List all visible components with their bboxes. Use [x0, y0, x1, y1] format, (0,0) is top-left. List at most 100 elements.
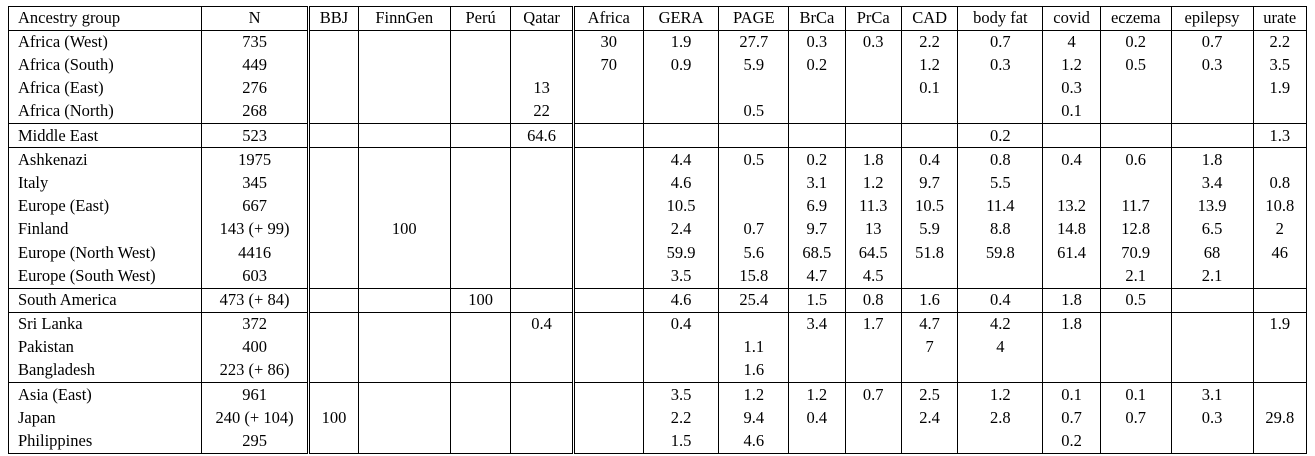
table-row: Asia (East) 961 3.5 1.2 1.2 0.7 2.5 1.2 0.1 0.1 3.…: [8, 382, 1308, 407]
cohort-value: 100: [307, 406, 359, 430]
cohort-value: 1.2: [901, 53, 959, 77]
cohort-value: 2.8: [957, 406, 1044, 430]
sample-count: 143 (+ 99): [201, 218, 310, 242]
cohort-value: [1042, 171, 1101, 195]
cohort-value: [450, 76, 512, 101]
cohort-value: [307, 123, 359, 148]
cohort-value: 1.1: [718, 335, 790, 360]
cohort-value: [957, 359, 1044, 383]
cohort-value: 0.4: [1042, 147, 1101, 172]
cohort-value: 0.7: [957, 29, 1044, 54]
header-row: Ancestry group N BBJ FinnGen Perú Qatar Afri…: [8, 6, 1308, 30]
cohort-value: [307, 147, 359, 172]
cohort-value: 14.8: [1042, 218, 1101, 242]
cohort-value: 5.9: [718, 53, 790, 77]
cohort-value: [845, 100, 902, 124]
cohort-value: 64.5: [845, 241, 902, 265]
cohort-value: 0.4: [901, 147, 959, 172]
cohort-value: [571, 147, 644, 172]
header-cohort: eczema: [1100, 6, 1172, 30]
cohort-value: [1253, 335, 1308, 360]
cohort-value: 1.2: [1042, 53, 1101, 77]
cohort-value: 64.6: [510, 123, 574, 148]
cohort-value: [845, 359, 902, 383]
cohort-value: [450, 53, 512, 77]
cohort-value: 59.9: [643, 241, 720, 265]
cohort-value: [358, 406, 451, 430]
cohort-value: [788, 76, 846, 101]
cohort-value: 59.8: [957, 241, 1044, 265]
cohort-value: 2.1: [1100, 264, 1172, 289]
cohort-value: 1.6: [718, 359, 790, 383]
cohort-value: [1253, 100, 1308, 124]
cohort-value: 2.5: [901, 382, 959, 407]
cohort-value: 2: [1253, 218, 1308, 242]
cohort-value: [1253, 264, 1308, 289]
cohort-value: [358, 264, 451, 289]
cohort-value: 22: [510, 100, 574, 124]
header-ancestry-group: Ancestry group: [8, 6, 202, 30]
cohort-value: [845, 335, 902, 360]
cohort-value: [307, 264, 359, 289]
header-cohort: GERA: [643, 6, 720, 30]
cohort-value: 1.3: [1253, 123, 1308, 148]
cohort-value: 0.7: [718, 218, 790, 242]
cohort-value: 3.5: [643, 264, 720, 289]
cohort-value: 25.4: [718, 287, 790, 313]
cohort-value: [901, 359, 959, 383]
cohort-value: [788, 429, 846, 454]
cohort-value: 4.5: [845, 264, 902, 289]
cohort-value: 0.2: [788, 147, 846, 172]
cohort-value: 0.8: [1253, 171, 1308, 195]
table-row: Finland 143 (+ 99) 100 2.4 0.7 9.7 13 5.9 8.8 14.…: [8, 218, 1308, 242]
header-cohort: body fat: [957, 6, 1044, 30]
cohort-value: [307, 287, 359, 313]
cohort-value: [571, 171, 644, 195]
header-cohort: BBJ: [307, 6, 359, 30]
table-row: Europe (South West) 603 3.5 15.8 4.7 4.5 2.1 2.…: [8, 264, 1308, 289]
cohort-value: 0.6: [1100, 147, 1172, 172]
cohort-value: 3.4: [788, 311, 846, 336]
cohort-value: 5.5: [957, 171, 1044, 195]
cohort-value: 0.4: [957, 287, 1044, 313]
cohort-value: [358, 241, 451, 265]
table-row: Europe (North West) 4416 59.9 5.6 68.5 64.5 51…: [8, 241, 1308, 265]
cohort-value: 0.5: [1100, 53, 1172, 77]
cohort-value: 3.5: [1253, 53, 1308, 77]
cohort-value: [307, 53, 359, 77]
header-n: N: [201, 6, 310, 30]
cohort-value: [643, 76, 720, 101]
cohort-value: 3.4: [1171, 171, 1254, 195]
ancestry-label: Africa (North): [8, 100, 202, 124]
cohort-value: [358, 29, 451, 54]
cohort-value: [450, 241, 512, 265]
cohort-value: [358, 311, 451, 336]
sample-count: 268: [201, 100, 310, 124]
cohort-value: [1171, 100, 1254, 124]
cohort-value: [307, 29, 359, 54]
ancestry-label: Europe (North West): [8, 241, 202, 265]
cohort-value: [571, 382, 644, 407]
cohort-value: [571, 406, 644, 430]
ancestry-label: Philippines: [8, 429, 202, 454]
sample-count: 240 (+ 104): [201, 406, 310, 430]
cohort-value: [510, 147, 574, 172]
cohort-value: [571, 241, 644, 265]
cohort-value: [957, 100, 1044, 124]
cohort-value: 0.5: [1100, 287, 1172, 313]
cohort-value: [845, 406, 902, 430]
cohort-value: 4.7: [788, 264, 846, 289]
cohort-value: [901, 429, 959, 454]
cohort-value: [788, 335, 846, 360]
cohort-value: [571, 359, 644, 383]
cohort-value: 1.2: [845, 171, 902, 195]
cohort-value: 27.7: [718, 29, 790, 54]
cohort-value: 0.3: [1042, 76, 1101, 101]
sample-count: 603: [201, 264, 310, 289]
cohort-value: 2.2: [1253, 29, 1308, 54]
cohort-value: 1.5: [788, 287, 846, 313]
cohort-value: [571, 100, 644, 124]
cohort-value: [1100, 76, 1172, 101]
cohort-value: [571, 311, 644, 336]
table-row: Bangladesh 223 (+ 86) 1.6: [8, 359, 1308, 383]
